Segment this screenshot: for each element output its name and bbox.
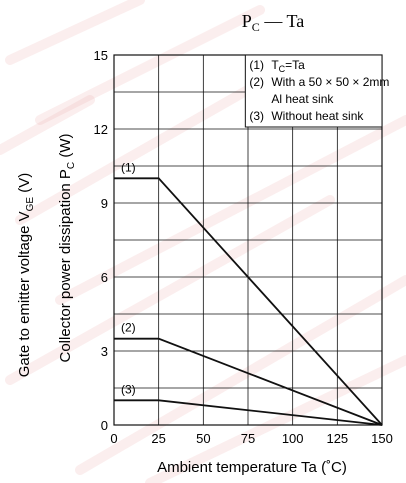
- x-tick-125: 125: [326, 431, 348, 446]
- series-label-3: (3): [121, 382, 136, 396]
- x-tick-50: 50: [196, 431, 210, 446]
- y-tick-6: 6: [101, 270, 108, 285]
- legend-entry-3: Without heat sink: [271, 109, 364, 123]
- y-tick-15: 15: [94, 48, 108, 63]
- x-tick-100: 100: [282, 431, 304, 446]
- legend-num-3: (3): [249, 109, 264, 123]
- y-axis-label-outer: Gate to emitter voltage VGE (V): [16, 173, 36, 378]
- legend-num-1: (2): [249, 75, 264, 89]
- y-tick-3: 3: [101, 344, 108, 359]
- series-label-1: (1): [121, 160, 136, 174]
- x-tick-25: 25: [151, 431, 165, 446]
- x-tick-75: 75: [241, 431, 255, 446]
- x-axis-label: Ambient temperature Ta (˚C): [157, 459, 347, 476]
- series-label-2: (2): [121, 321, 136, 335]
- legend-num-0: (1): [249, 58, 264, 72]
- y-tick-9: 9: [101, 196, 108, 211]
- legend-entry-2: Al heat sink: [271, 92, 334, 106]
- y-tick-12: 12: [94, 122, 108, 137]
- legend-entry-1: With a 50 × 50 × 2mm: [271, 75, 389, 89]
- x-tick-0: 0: [110, 431, 117, 446]
- y-tick-0: 0: [101, 418, 108, 433]
- legend-entry-0: TC=Ta: [271, 58, 305, 74]
- chart-title: PC — Ta: [242, 11, 304, 34]
- y-axis-label-inner: Collector power dissipation PC (W): [57, 134, 77, 363]
- x-tick-150: 150: [371, 431, 393, 446]
